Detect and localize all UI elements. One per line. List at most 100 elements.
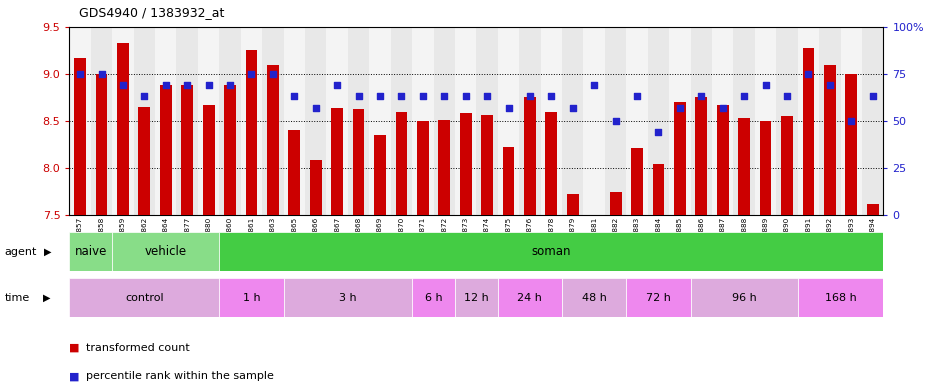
Point <box>437 93 451 99</box>
Bar <box>438 120 450 215</box>
Point <box>352 93 366 99</box>
Bar <box>289 130 301 215</box>
Bar <box>759 121 771 215</box>
Text: 24 h: 24 h <box>517 293 542 303</box>
Bar <box>133 27 155 215</box>
Bar <box>652 164 664 215</box>
Text: percentile rank within the sample: percentile rank within the sample <box>86 371 274 381</box>
Bar <box>240 27 262 215</box>
Point <box>715 105 730 111</box>
Bar <box>327 27 348 215</box>
Bar <box>797 27 820 215</box>
Bar <box>734 27 755 215</box>
Bar <box>91 27 112 215</box>
Text: 48 h: 48 h <box>582 293 607 303</box>
Point <box>244 71 259 77</box>
Bar <box>139 107 150 215</box>
Bar <box>219 278 284 317</box>
Point <box>373 93 388 99</box>
Bar <box>669 27 691 215</box>
Point <box>694 93 709 99</box>
Bar <box>524 98 536 215</box>
Point <box>202 82 216 88</box>
Point <box>137 93 152 99</box>
Text: ▶: ▶ <box>44 247 52 257</box>
Bar <box>691 278 797 317</box>
Bar <box>95 74 107 215</box>
Point <box>672 105 687 111</box>
Bar <box>502 147 514 215</box>
Bar <box>219 27 240 215</box>
Bar <box>224 85 236 215</box>
Bar <box>155 27 177 215</box>
Text: transformed count: transformed count <box>86 343 190 353</box>
Bar <box>284 278 413 317</box>
Bar <box>781 116 793 215</box>
Bar <box>803 48 814 215</box>
Bar <box>712 27 734 215</box>
Bar <box>310 161 322 215</box>
Point <box>565 105 580 111</box>
Bar <box>626 27 647 215</box>
Bar <box>112 27 133 215</box>
Text: 96 h: 96 h <box>732 293 757 303</box>
Bar <box>219 232 883 271</box>
Bar <box>198 27 219 215</box>
Bar <box>413 27 434 215</box>
Text: control: control <box>125 293 164 303</box>
Bar <box>691 27 712 215</box>
Text: 6 h: 6 h <box>425 293 442 303</box>
Bar <box>417 121 428 215</box>
Bar <box>498 27 519 215</box>
Bar <box>584 27 605 215</box>
Point <box>94 71 109 77</box>
Bar <box>160 85 172 215</box>
Bar <box>267 65 278 215</box>
Point <box>523 93 537 99</box>
Point <box>758 82 773 88</box>
Bar <box>738 118 750 215</box>
Text: vehicle: vehicle <box>144 245 187 258</box>
Point <box>780 93 795 99</box>
Bar <box>696 98 708 215</box>
Bar <box>369 27 390 215</box>
Bar <box>69 278 219 317</box>
Text: 12 h: 12 h <box>464 293 488 303</box>
Bar <box>476 27 498 215</box>
Bar <box>177 27 198 215</box>
Text: naive: naive <box>75 245 107 258</box>
Text: ▶: ▶ <box>43 293 50 303</box>
Text: 3 h: 3 h <box>339 293 357 303</box>
Bar <box>331 108 343 215</box>
Point <box>865 93 880 99</box>
Text: ■: ■ <box>69 343 80 353</box>
Bar <box>262 27 284 215</box>
Bar <box>562 27 584 215</box>
Bar <box>648 27 669 215</box>
Point <box>116 82 130 88</box>
Bar <box>460 113 472 215</box>
Point <box>458 93 473 99</box>
Bar <box>203 105 215 215</box>
Bar <box>820 27 841 215</box>
Point <box>609 118 623 124</box>
Bar <box>605 27 626 215</box>
Bar <box>498 278 562 317</box>
Point <box>179 82 194 88</box>
Bar <box>797 278 883 317</box>
Point <box>308 105 323 111</box>
Bar <box>434 27 455 215</box>
Bar <box>69 27 91 215</box>
Point <box>736 93 751 99</box>
Bar <box>867 204 879 215</box>
Bar <box>305 27 327 215</box>
Text: 1 h: 1 h <box>242 293 260 303</box>
Bar <box>352 109 364 215</box>
Text: agent: agent <box>5 247 37 257</box>
Bar <box>610 192 622 215</box>
Bar <box>862 27 883 215</box>
Point <box>822 82 837 88</box>
Bar <box>546 112 557 215</box>
Point <box>265 71 280 77</box>
Bar <box>631 148 643 215</box>
